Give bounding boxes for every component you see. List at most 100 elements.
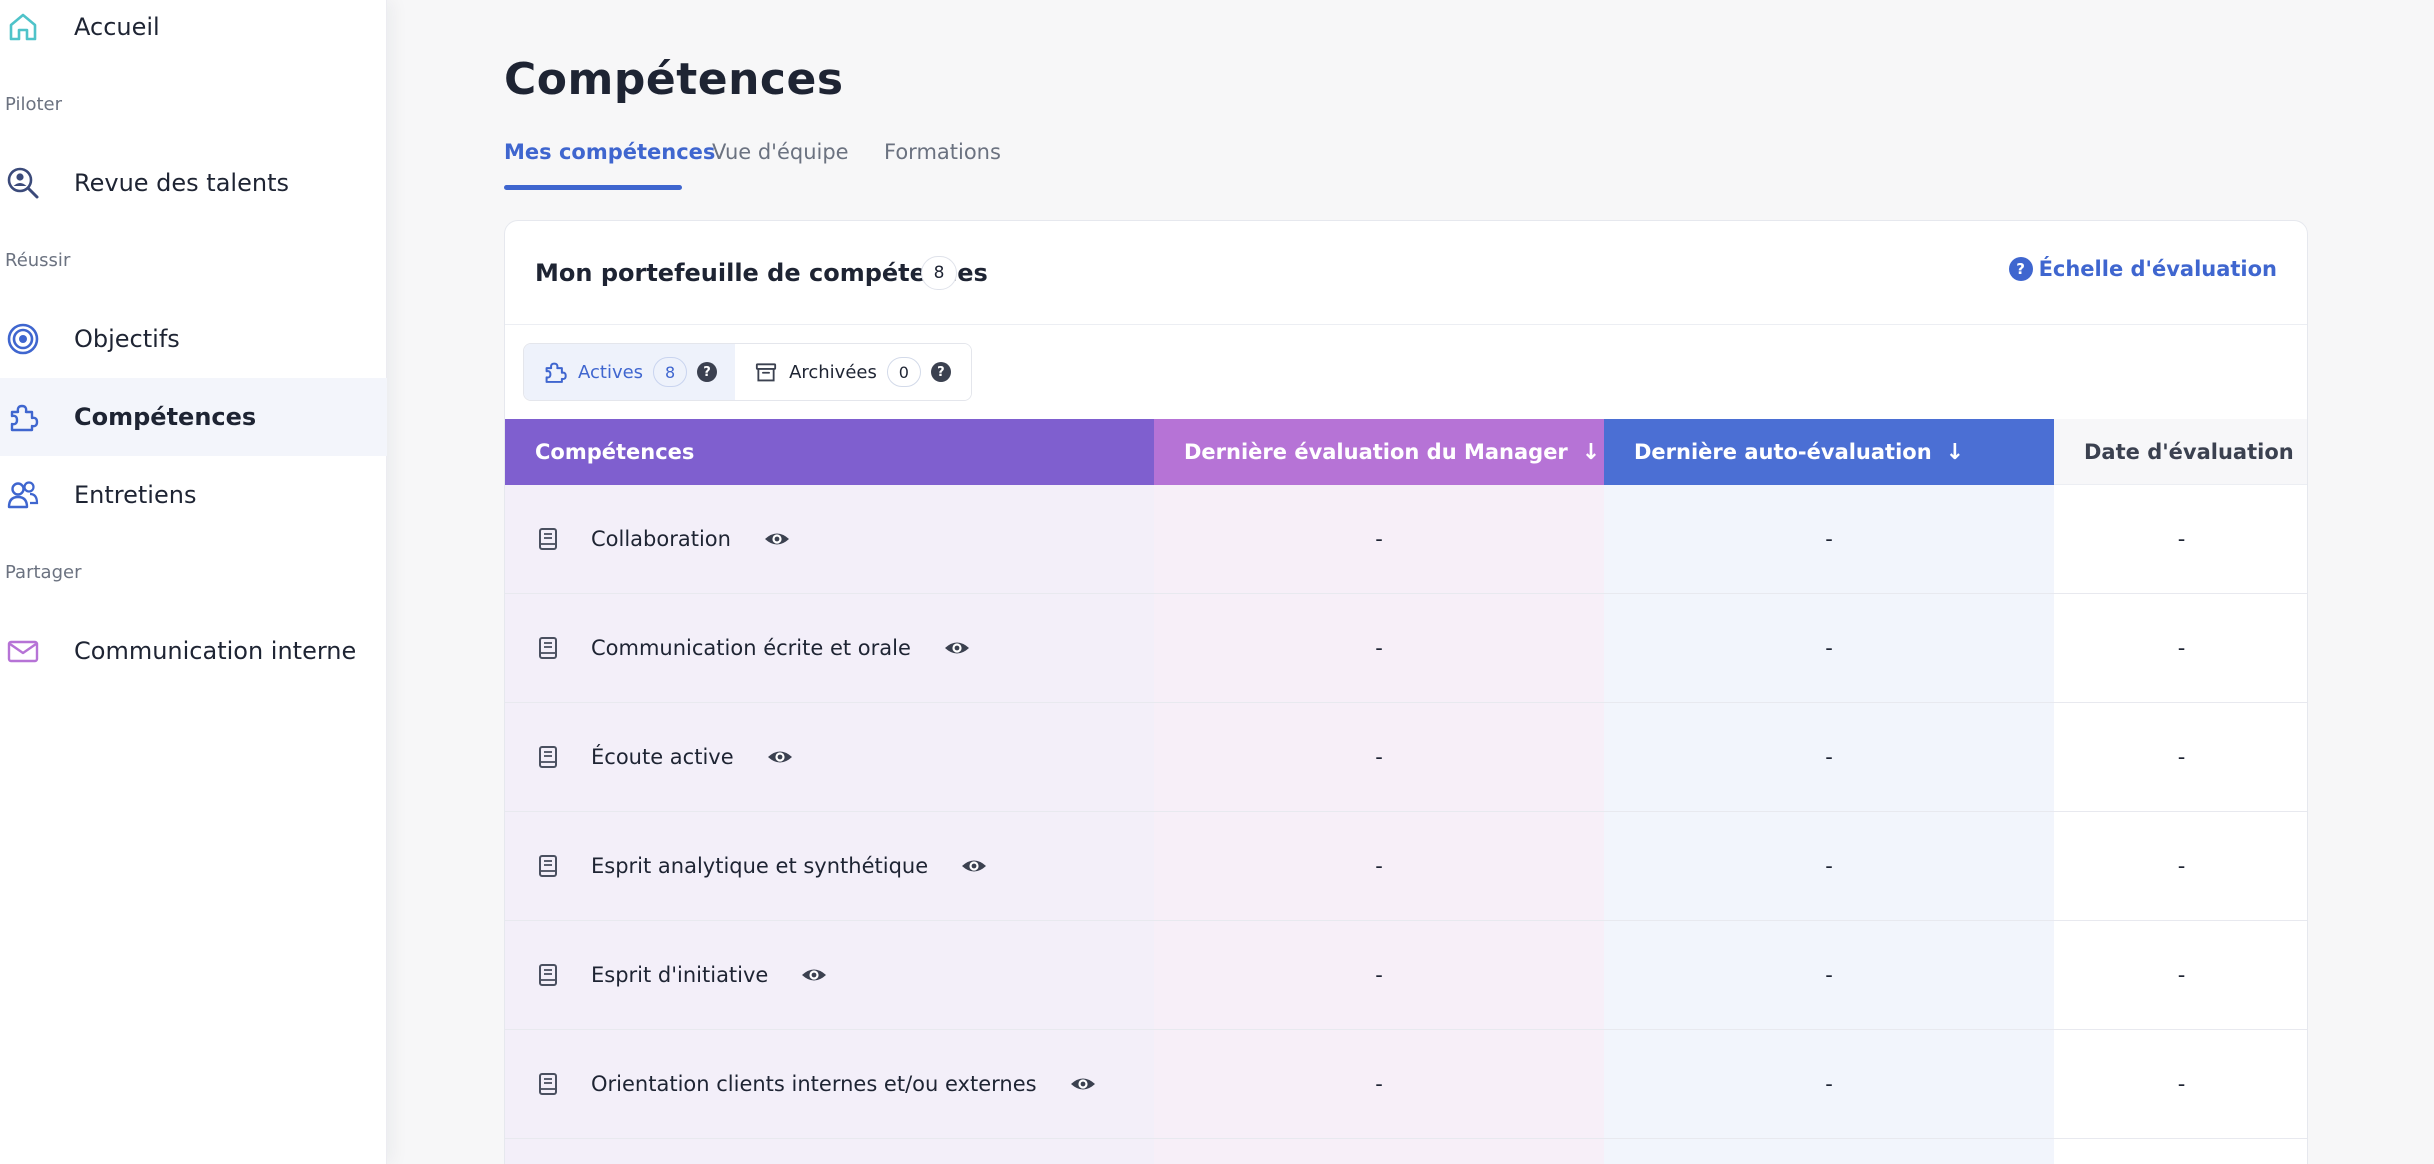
mail-icon xyxy=(6,634,40,668)
evaluation-date-cell: - xyxy=(2177,854,2186,878)
puzzle-icon xyxy=(6,400,40,434)
book-icon xyxy=(535,635,561,661)
eye-icon[interactable] xyxy=(943,634,971,662)
filter-label: Actives xyxy=(578,361,644,383)
sidebar-item-revue-des-talents[interactable]: Revue des talents xyxy=(0,144,387,222)
eye-icon[interactable] xyxy=(766,743,794,771)
sidebar-item-competences[interactable]: Compétences xyxy=(0,378,387,456)
sort-arrow-icon[interactable]: ↓ xyxy=(1945,439,1965,465)
filter-archivees-button[interactable]: Archivées 0 ? xyxy=(735,344,971,400)
sort-arrow-icon[interactable]: ↓ xyxy=(1581,439,1601,465)
competence-name[interactable]: Communication écrite et orale xyxy=(591,636,911,660)
evaluation-scale-link[interactable]: ? Échelle d'évaluation xyxy=(2008,257,2277,281)
manager-evaluation-cell: - xyxy=(1375,963,1383,987)
book-icon xyxy=(535,744,561,770)
sidebar: Accueil Piloter Revue des talents Réussi… xyxy=(0,0,387,1164)
competence-name[interactable]: Orientation clients internes et/ou exter… xyxy=(591,1072,1037,1096)
competence-name[interactable]: Écoute active xyxy=(591,745,734,769)
column-background xyxy=(1154,485,1604,1164)
table-row[interactable]: Esprit d'initiative - - - xyxy=(505,921,2307,1030)
puzzle-icon xyxy=(545,362,567,383)
competence-name-cell: Orientation clients internes et/ou exter… xyxy=(505,1030,1154,1138)
people-icon xyxy=(6,478,40,512)
competence-name[interactable]: Esprit d'initiative xyxy=(591,963,769,987)
self-evaluation-cell: - xyxy=(1825,636,1833,660)
tab-label: Vue d'équipe xyxy=(712,140,849,164)
book-icon xyxy=(535,853,561,879)
eye-icon[interactable] xyxy=(800,961,828,989)
tab-formations[interactable]: Formations xyxy=(884,140,1001,184)
manager-evaluation-cell: - xyxy=(1375,1072,1383,1096)
sidebar-item-label: Revue des talents xyxy=(74,169,289,197)
table-row[interactable]: Orientation clients internes et/ou exter… xyxy=(505,1030,2307,1139)
eye-icon[interactable] xyxy=(1069,1070,1097,1098)
tab-vue-equipe[interactable]: Vue d'équipe xyxy=(712,140,849,184)
target-icon xyxy=(6,322,40,356)
tab-mes-competences[interactable]: Mes compétences xyxy=(504,140,716,190)
table-row[interactable]: Collaboration - - - xyxy=(505,485,2307,594)
evaluation-scale-label: Échelle d'évaluation xyxy=(2038,257,2277,281)
column-header-manager-evaluation[interactable]: Dernière évaluation du Manager ↓ xyxy=(1154,419,1604,485)
column-header-evaluation-date[interactable]: Date d'évaluation ↓ xyxy=(2054,419,2307,485)
sidebar-item-accueil[interactable]: Accueil xyxy=(0,0,387,66)
book-icon xyxy=(535,526,561,552)
filter-actives-button[interactable]: Actives 8 ? xyxy=(524,344,736,400)
manager-evaluation-cell: - xyxy=(1375,636,1383,660)
active-tab-indicator xyxy=(504,185,682,190)
competence-portfolio-card: Mon portefeuille de compétences 8 ? Éche… xyxy=(504,220,2308,1164)
filter-label: Archivées xyxy=(789,361,877,383)
filter-count-badge: 0 xyxy=(886,357,921,387)
self-evaluation-cell: - xyxy=(1825,854,1833,878)
evaluation-date-cell: - xyxy=(2177,1072,2186,1096)
column-background xyxy=(1604,485,2054,1164)
sidebar-item-communication-interne[interactable]: Communication interne xyxy=(0,612,387,690)
table-row[interactable]: Esprit analytique et synthétique - - - xyxy=(505,812,2307,921)
card-title: Mon portefeuille de compétences xyxy=(535,259,988,287)
filter-count-badge: 8 xyxy=(653,357,688,387)
count-badge: 8 xyxy=(921,256,957,290)
self-evaluation-cell: - xyxy=(1825,1072,1833,1096)
competence-name-cell: Écoute active xyxy=(505,703,1154,811)
card-header: Mon portefeuille de compétences 8 ? Éche… xyxy=(505,221,2307,325)
competence-name[interactable]: Collaboration xyxy=(591,527,731,551)
column-background xyxy=(505,485,1154,1164)
evaluation-date-cell: - xyxy=(2177,527,2186,551)
column-header-label: Dernière évaluation du Manager xyxy=(1184,440,1568,464)
status-filter-group: Actives 8 ? Archivées 0 ? xyxy=(523,343,972,401)
help-icon[interactable]: ? xyxy=(697,362,718,382)
section-label-partager: Partager xyxy=(5,562,82,583)
eye-icon[interactable] xyxy=(960,852,988,880)
table-row[interactable]: Communication écrite et orale - - - xyxy=(505,594,2307,703)
sidebar-item-entretiens[interactable]: Entretiens xyxy=(0,456,387,534)
help-icon[interactable]: ? xyxy=(930,362,951,382)
sidebar-item-label: Entretiens xyxy=(74,481,197,509)
eye-icon[interactable] xyxy=(763,525,791,553)
sidebar-item-label: Objectifs xyxy=(74,325,180,353)
sidebar-item-label: Accueil xyxy=(74,13,160,41)
competence-name-cell: Collaboration xyxy=(505,485,1154,593)
column-header-self-evaluation[interactable]: Dernière auto-évaluation ↓ xyxy=(1604,419,2054,485)
table-row[interactable]: Écoute active - - - xyxy=(505,703,2307,812)
column-header-competences: Compétences xyxy=(505,419,1154,485)
archive-icon xyxy=(755,363,777,382)
tab-label: Mes compétences xyxy=(504,140,716,164)
main-content: Compétences Mes compétences Vue d'équipe… xyxy=(387,0,2434,1164)
competence-name[interactable]: Esprit analytique et synthétique xyxy=(591,854,929,878)
search-person-icon xyxy=(6,166,40,200)
column-header-label: Compétences xyxy=(535,440,695,464)
book-icon xyxy=(535,1071,561,1097)
table-header: Compétences Dernière évaluation du Manag… xyxy=(505,419,2307,485)
page-title: Compétences xyxy=(504,54,844,105)
help-icon: ? xyxy=(2008,257,2033,281)
column-header-label: Date d'évaluation xyxy=(2084,439,2294,464)
sidebar-item-label: Communication interne xyxy=(74,637,357,665)
self-evaluation-cell: - xyxy=(1825,527,1833,551)
self-evaluation-cell: - xyxy=(1825,963,1833,987)
sidebar-item-objectifs[interactable]: Objectifs xyxy=(0,300,387,378)
self-evaluation-cell: - xyxy=(1825,745,1833,769)
column-header-label: Dernière auto-évaluation xyxy=(1634,440,1932,464)
section-label-piloter: Piloter xyxy=(5,94,63,115)
home-icon xyxy=(6,10,40,44)
competence-name-cell: Esprit d'initiative xyxy=(505,921,1154,1029)
